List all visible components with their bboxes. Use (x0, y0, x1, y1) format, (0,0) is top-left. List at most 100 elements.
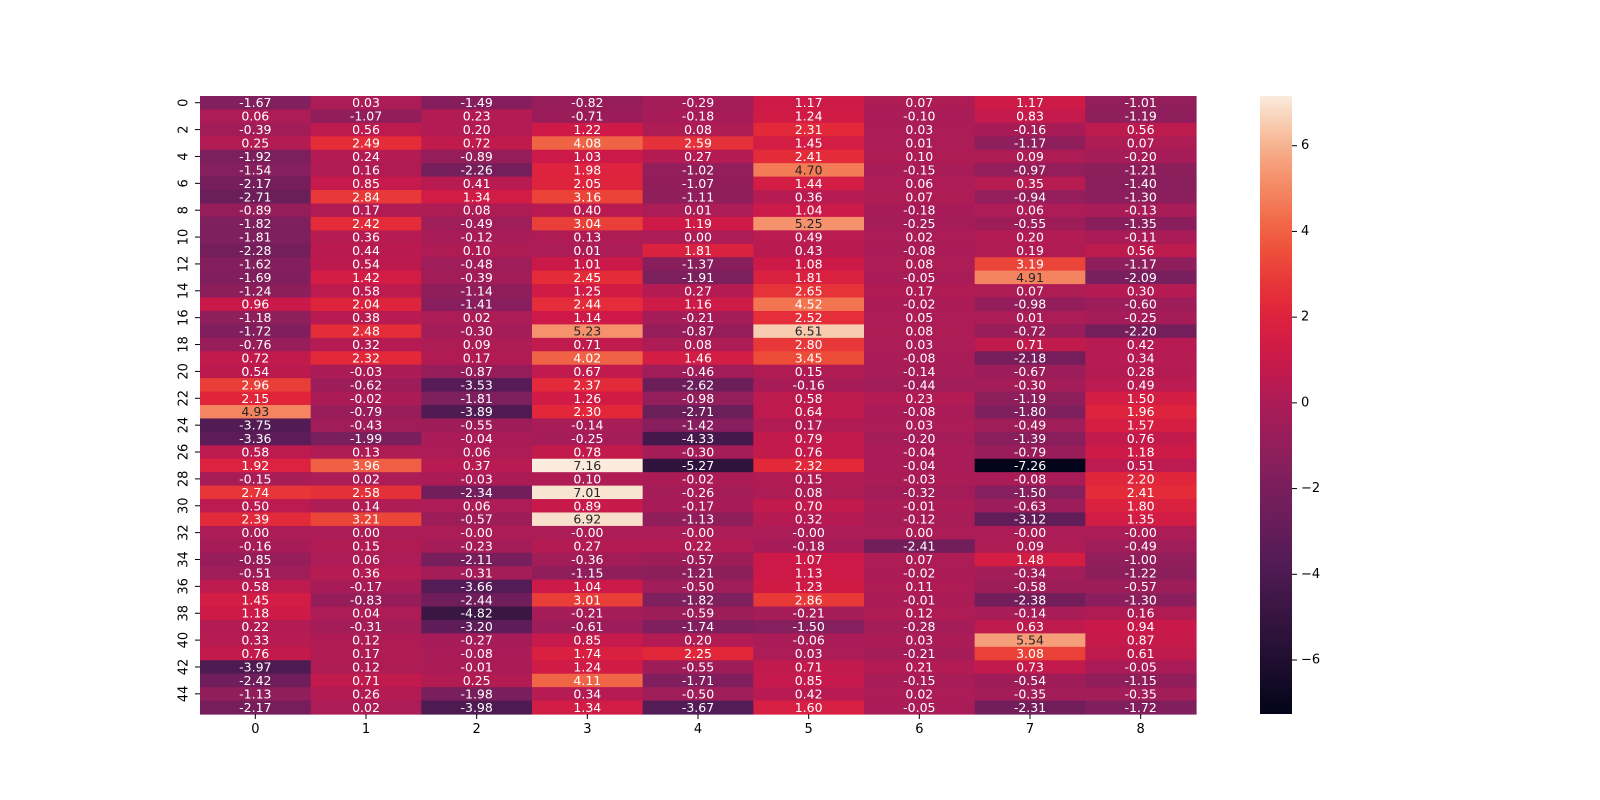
cell-value-label: 2.41 (1127, 485, 1155, 500)
heatmap-cell (753, 190, 865, 205)
cell-value-label: -1.92 (239, 149, 271, 164)
heatmap-cell (974, 163, 1086, 178)
cell-value-label: 0.42 (795, 686, 823, 701)
heatmap-cell (421, 391, 533, 406)
heatmap-cell (642, 633, 754, 648)
cell-value-label: 0.17 (795, 418, 823, 433)
cell-value-label: -1.02 (682, 162, 714, 177)
heatmap-cell (864, 646, 976, 661)
cell-value-label: -2.42 (239, 673, 271, 688)
cell-value-label: -1.42 (682, 418, 714, 433)
heatmap-cell (200, 633, 312, 648)
heatmap-cell (532, 378, 644, 393)
heatmap-cell (1085, 203, 1197, 218)
cell-value-label: 0.71 (573, 337, 601, 352)
cell-value-label: -0.72 (1014, 324, 1046, 339)
cell-value-label: 0.05 (905, 310, 933, 325)
heatmap-cell (421, 619, 533, 634)
heatmap-cell (864, 673, 976, 688)
heatmap-cell (753, 378, 865, 393)
cell-value-label: 0.07 (905, 95, 933, 110)
heatmap-cell (864, 149, 976, 164)
heatmap-cell (642, 485, 754, 500)
cell-value-label: 0.20 (1016, 230, 1044, 245)
heatmap-cell (974, 405, 1086, 420)
heatmap-cell (310, 243, 422, 258)
heatmap-cell (532, 163, 644, 178)
x-tick-label: 0 (251, 722, 259, 737)
cell-value-label: -0.02 (682, 471, 714, 486)
heatmap-cell (532, 243, 644, 258)
cell-value-label: 1.24 (795, 109, 823, 124)
heatmap-cell (532, 203, 644, 218)
heatmap-cell (310, 606, 422, 621)
cell-value-label: -0.26 (682, 485, 714, 500)
cell-value-label: 1.96 (1127, 404, 1155, 419)
heatmap-cell (1085, 539, 1197, 554)
cell-value-label: -1.11 (682, 189, 714, 204)
cell-value-label: -1.72 (1124, 700, 1156, 715)
heatmap-cell (864, 96, 976, 111)
cell-value-label: 0.06 (463, 445, 491, 460)
cell-value-label: 0.09 (463, 337, 491, 352)
heatmap-cell (1085, 284, 1197, 299)
heatmap-cell (864, 418, 976, 433)
heatmap-cell (1085, 190, 1197, 205)
heatmap-cell (642, 525, 754, 540)
heatmap-cell (864, 324, 976, 339)
cell-value-label: -1.07 (682, 176, 714, 191)
cell-value-label: 0.20 (684, 633, 712, 648)
heatmap-cell (310, 525, 422, 540)
y-tick-label: 2 (177, 125, 192, 133)
heatmap-cell (753, 243, 865, 258)
cell-value-label: -2.71 (682, 404, 714, 419)
cell-value-label: 0.12 (352, 633, 380, 648)
heatmap-cell (753, 445, 865, 460)
heatmap-cell (200, 660, 312, 675)
heatmap-cell (753, 687, 865, 702)
heatmap-cell (864, 552, 976, 567)
heatmap-cell (310, 96, 422, 111)
cell-value-label: 0.85 (573, 633, 601, 648)
heatmap-cell (642, 297, 754, 312)
cell-value-label: 0.15 (795, 471, 823, 486)
heatmap-cell (974, 445, 1086, 460)
cell-value-label: 0.01 (905, 136, 933, 151)
heatmap-cell (864, 297, 976, 312)
heatmap-cell (421, 431, 533, 446)
cell-value-label: 0.36 (795, 189, 823, 204)
x-tick-label: 1 (362, 722, 370, 737)
cell-value-label: -1.13 (239, 686, 271, 701)
cell-value-label: -0.49 (460, 216, 492, 231)
heatmap-cell (310, 472, 422, 487)
heatmap-cell (310, 163, 422, 178)
heatmap-cell (421, 364, 533, 379)
cell-value-label: -0.60 (1124, 297, 1156, 312)
heatmap-cell (532, 284, 644, 299)
heatmap-cell (753, 203, 865, 218)
heatmap-cell (864, 378, 976, 393)
heatmap-cell (642, 405, 754, 420)
heatmap-cell (200, 337, 312, 352)
heatmap-cell (642, 136, 754, 151)
heatmap-cell (200, 418, 312, 433)
heatmap-cell (642, 190, 754, 205)
cell-value-label: -0.04 (903, 445, 935, 460)
cell-value-label: 0.34 (573, 686, 601, 701)
cell-value-label: -2.71 (239, 189, 271, 204)
cell-value-label: -3.98 (460, 700, 492, 715)
heatmap-cell (753, 257, 865, 272)
heatmap-cell (532, 579, 644, 594)
heatmap-cell (200, 230, 312, 245)
heatmap-cell (642, 472, 754, 487)
cell-value-label: 4.11 (573, 673, 601, 688)
heatmap-cell (642, 687, 754, 702)
heatmap-cell (310, 270, 422, 285)
cell-value-label: 0.23 (905, 391, 933, 406)
cell-value-label: 5.23 (573, 324, 601, 339)
cell-value-label: 1.01 (573, 256, 601, 271)
cell-value-label: 0.32 (795, 512, 823, 527)
cell-value-label: -1.82 (239, 216, 271, 231)
cell-value-label: 1.35 (1127, 512, 1155, 527)
cell-value-label: 0.08 (795, 485, 823, 500)
